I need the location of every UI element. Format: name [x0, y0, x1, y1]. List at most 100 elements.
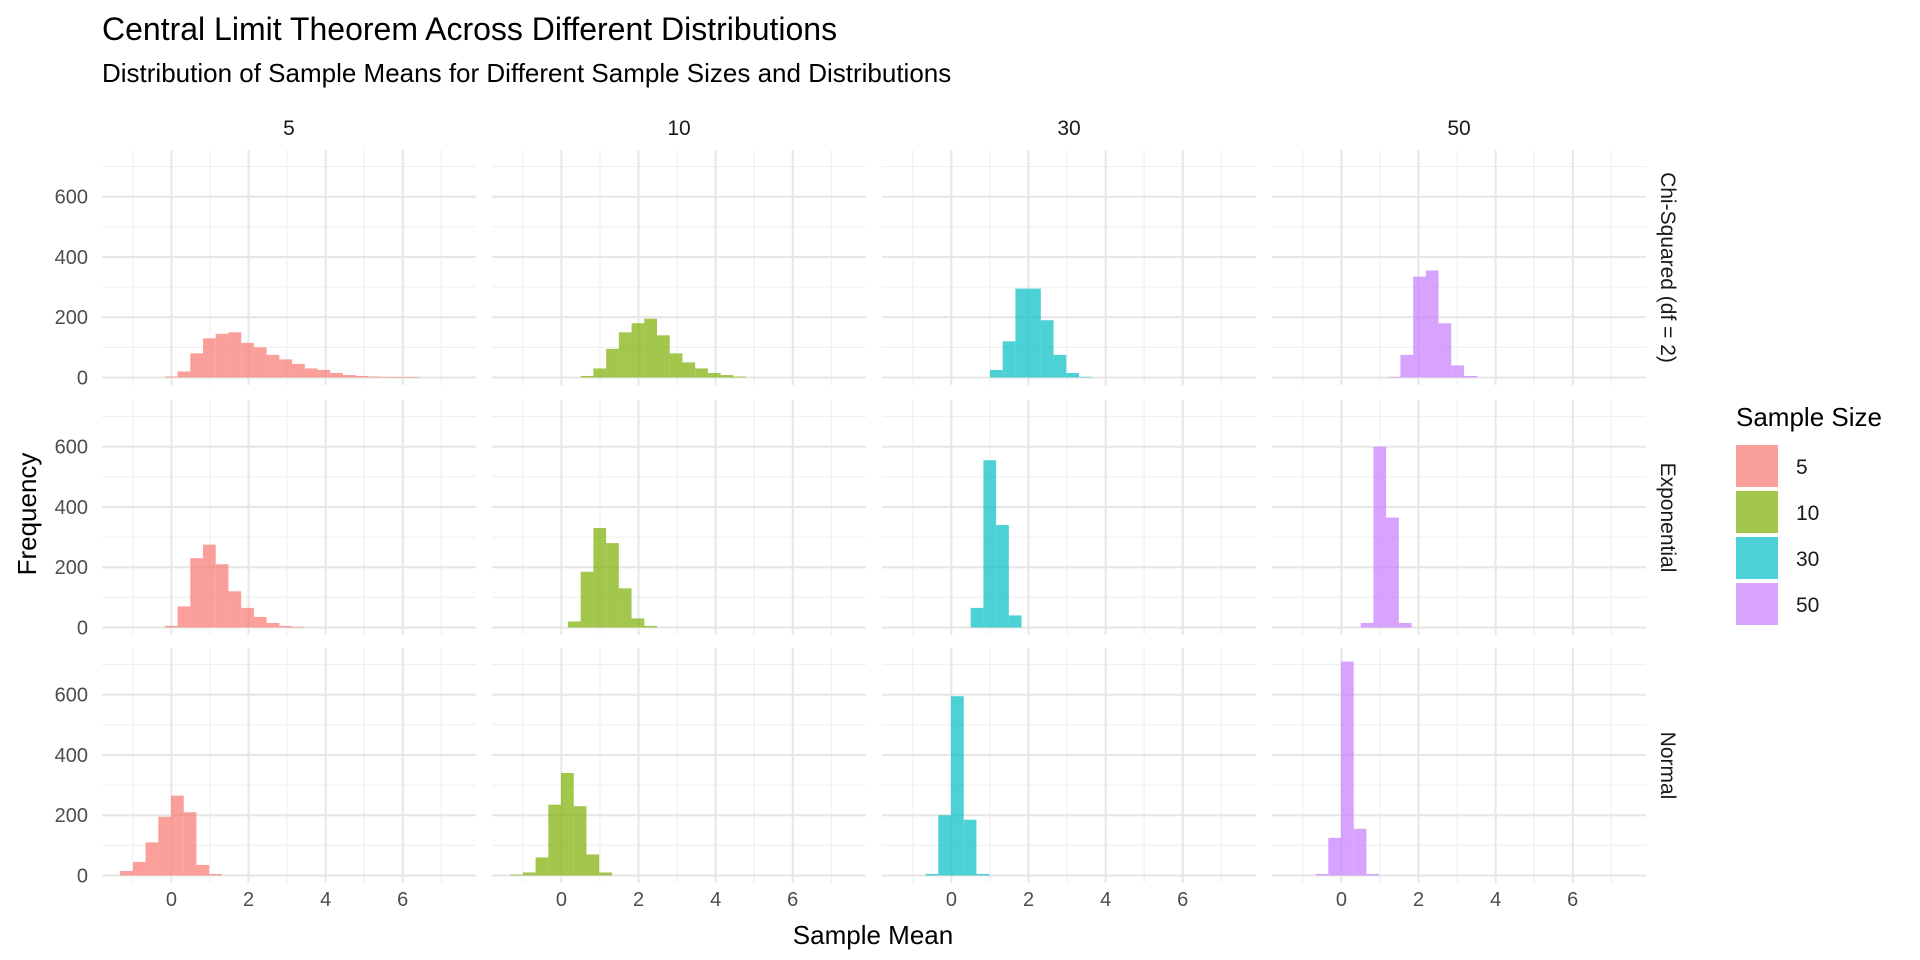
histogram-bar: [1464, 375, 1477, 378]
histogram-bar: [561, 773, 574, 876]
histogram-bar: [196, 864, 210, 876]
legend-swatch: [1736, 537, 1778, 579]
row-strip-label: Chi-Squared (df = 2): [1656, 172, 1679, 363]
column-strip-label: 30: [1057, 117, 1080, 140]
histogram-panel: [925, 696, 990, 876]
histogram-bar: [266, 622, 280, 628]
histogram-bar: [1028, 288, 1041, 378]
histogram-bar: [644, 318, 658, 378]
histogram-bar: [573, 806, 587, 876]
histogram-bar: [120, 870, 133, 876]
histogram-bar: [720, 375, 734, 378]
legend-label: 30: [1796, 548, 1819, 571]
histogram-bar: [292, 626, 305, 628]
y-tick-label: 600: [55, 685, 88, 707]
histogram-bar: [215, 333, 229, 378]
histogram-bar: [522, 872, 536, 876]
histogram-bar: [158, 816, 172, 876]
panel-grid: [492, 150, 866, 385]
histogram-bar: [183, 812, 197, 876]
y-tick-label: 400: [55, 745, 88, 767]
x-tick-label: 4: [710, 889, 721, 911]
histogram-bar: [606, 543, 619, 628]
histogram-bar: [599, 872, 612, 876]
histogram-bar: [164, 376, 178, 378]
histogram-bar: [1066, 372, 1080, 378]
histogram-bar: [253, 347, 267, 378]
panel-grid: [882, 648, 1256, 883]
x-tick-label: 2: [633, 889, 644, 911]
histogram-bar: [1040, 320, 1054, 378]
x-tick-label: 0: [1336, 889, 1347, 911]
x-tick-label: 4: [320, 889, 331, 911]
panel-grid: [492, 648, 866, 883]
histogram-panel: [1360, 446, 1412, 628]
x-tick-label: 0: [946, 889, 957, 911]
facet-panels: 5 10 30 50 Chi-Squared (df = 2) Exponential No…: [55, 117, 1679, 911]
histogram-bar: [669, 353, 683, 378]
y-axis-title: Frequency: [12, 453, 42, 576]
histogram-bar: [1386, 517, 1399, 628]
histogram-bar: [209, 873, 222, 876]
histogram-bar: [938, 815, 952, 876]
histogram-bar: [241, 607, 254, 628]
histogram-bar: [355, 375, 369, 378]
histogram-bar: [580, 375, 594, 378]
panel-grid: [1272, 400, 1646, 635]
histogram-bar: [177, 606, 191, 628]
x-tick-label: 6: [1567, 889, 1578, 911]
histogram-bar: [381, 376, 394, 378]
histogram-bar: [1387, 376, 1401, 378]
histogram-panel: [989, 288, 1092, 378]
x-tick-label: 6: [787, 889, 798, 911]
y-tick-label: 600: [55, 437, 88, 459]
legend-label: 5: [1796, 456, 1808, 479]
panel-grid: [102, 150, 476, 385]
y-tick-label: 0: [77, 617, 88, 639]
histogram-bar: [1002, 341, 1016, 378]
panel-grid: [1272, 648, 1646, 883]
panel-grid: [882, 150, 1256, 385]
y-tick-label: 200: [55, 307, 88, 329]
legend-label: 10: [1796, 502, 1819, 525]
histogram-bar: [1315, 873, 1329, 876]
histogram-bar: [618, 332, 632, 378]
histogram-bar: [657, 335, 670, 378]
histogram-panel: [1315, 661, 1380, 876]
x-tick-label: 4: [1100, 889, 1111, 911]
legend-label: 50: [1796, 594, 1819, 617]
histogram-bar: [1328, 837, 1342, 876]
chart-title: Central Limit Theorem Across Different D…: [102, 11, 837, 47]
histogram-bar: [631, 323, 645, 378]
histogram-bar: [1398, 622, 1412, 628]
histogram-bar: [682, 362, 696, 378]
histogram-bar: [171, 795, 184, 876]
histogram-bar: [292, 363, 305, 378]
column-strip-label: 5: [283, 117, 295, 140]
histogram-bar: [567, 621, 581, 628]
histogram-bar: [548, 804, 562, 876]
histogram-bar: [695, 368, 708, 378]
histogram-bar: [510, 874, 523, 876]
histogram-bar: [253, 616, 267, 628]
y-tick-label: 200: [55, 557, 88, 579]
x-tick-label: 2: [1413, 889, 1424, 911]
legend-swatch: [1736, 583, 1778, 625]
histogram-bar: [203, 338, 216, 378]
histogram-bar: [330, 372, 343, 378]
histogram-bar: [279, 359, 293, 378]
x-tick-label: 2: [1023, 889, 1034, 911]
x-tick-label: 6: [397, 889, 408, 911]
histogram-bar: [1341, 661, 1354, 876]
row-strip-label: Normal: [1656, 732, 1679, 800]
histogram-bar: [279, 625, 293, 628]
panel-grid: [1272, 150, 1646, 385]
histogram-bar: [393, 377, 407, 378]
histogram-bar: [1079, 376, 1092, 378]
legend-swatch: [1736, 445, 1778, 487]
histogram-bar: [1008, 615, 1022, 628]
histogram-bar: [1353, 828, 1367, 876]
histogram-bar: [203, 544, 216, 628]
histogram-bar: [1451, 365, 1465, 378]
